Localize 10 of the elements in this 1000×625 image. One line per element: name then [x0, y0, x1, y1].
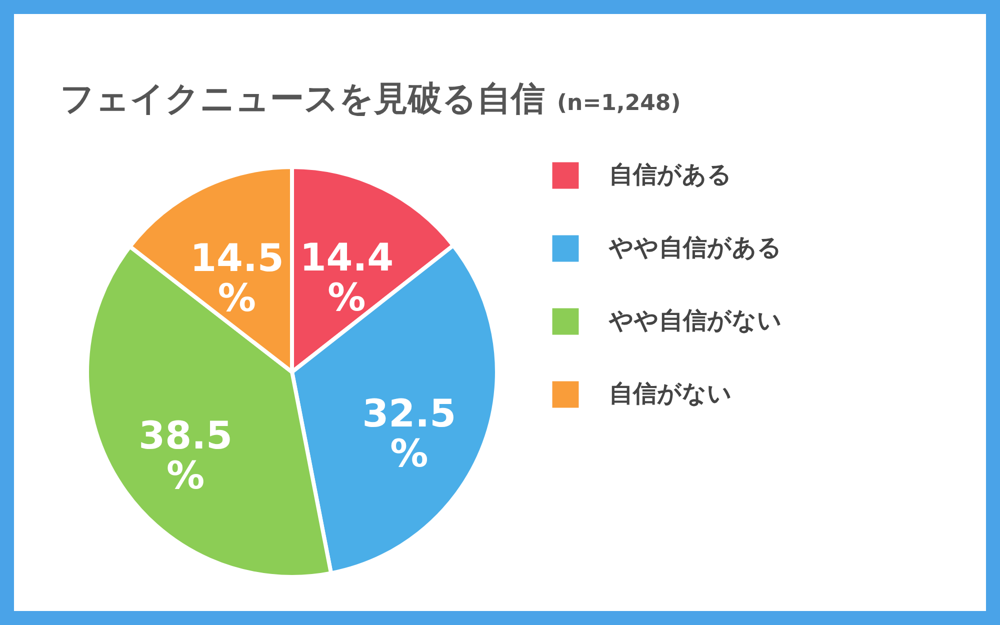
legend-label: やや自信がある: [608, 234, 782, 262]
legend-label: 自信がある: [609, 160, 732, 188]
data-label: 38.5%: [138, 414, 232, 498]
data-label: 14.5%: [190, 236, 284, 320]
legend-label: 自信がない: [609, 380, 732, 408]
chart-subtitle: (n=1,248): [557, 91, 681, 116]
data-label: 32.5%: [362, 392, 456, 476]
legend-label: やや自信がない: [608, 306, 782, 334]
chart-title: フェイクニュースを見破る自信: [60, 79, 545, 119]
data-label: 14.4%: [300, 236, 394, 320]
